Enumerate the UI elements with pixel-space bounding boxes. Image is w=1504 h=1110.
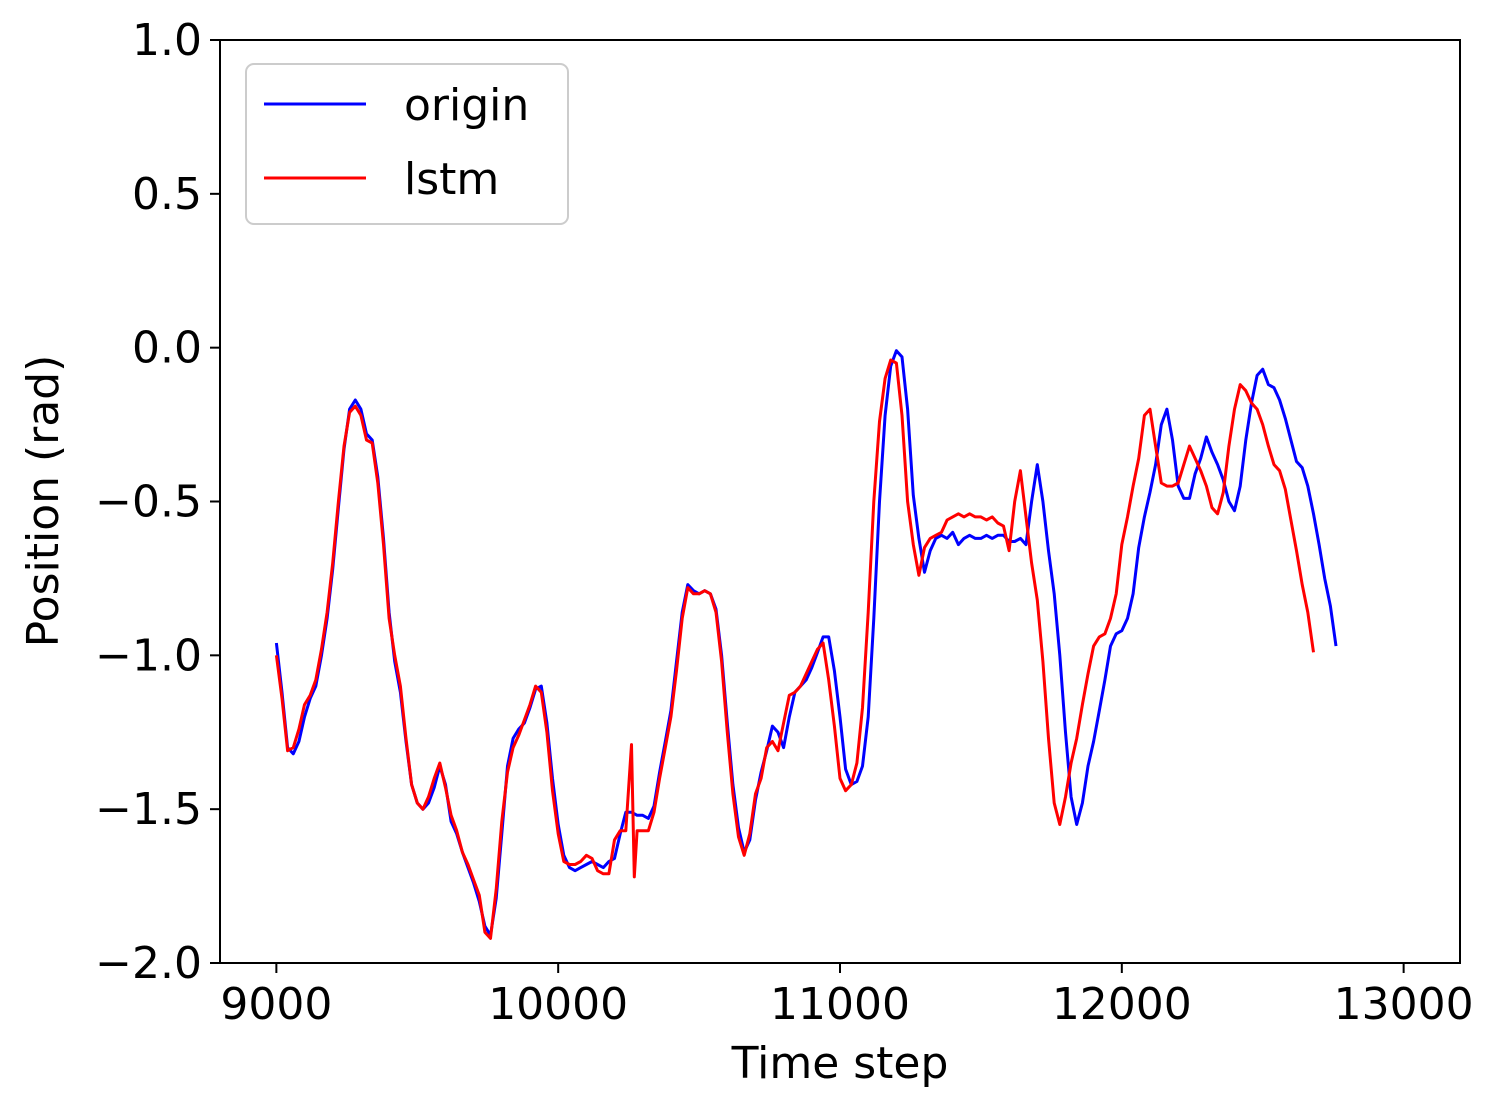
x-axis: 9000 10000 11000 12000 13000 [220,963,1474,1030]
x-axis-label: Time step [731,1038,949,1089]
y-axis: −2.0 −1.5 −1.0 −0.5 0.0 0.5 1.0 [95,15,220,989]
series-line-lstm [274,358,1315,940]
y-tick-label: −1.0 [95,630,202,681]
y-tick-label: 1.0 [132,15,202,66]
y-axis-label: Position (rad) [18,355,69,648]
y-tick-label: 0.0 [132,323,202,374]
legend-label-origin: origin [404,80,529,131]
legend-label-lstm: lstm [404,154,499,205]
series-layer [274,349,1338,940]
x-tick-label: 12000 [1052,979,1192,1030]
series-line-origin [274,349,1338,937]
y-tick-label: −0.5 [95,477,202,528]
y-tick-label: −1.5 [95,784,202,835]
legend: origin lstm [245,63,569,225]
x-tick-label: 13000 [1334,979,1474,1030]
y-tick-label: 0.5 [132,169,202,220]
x-tick-label: 10000 [488,979,628,1030]
x-tick-label: 11000 [770,979,910,1030]
y-tick-label: −2.0 [95,938,202,989]
x-tick-label: 9000 [220,979,332,1030]
